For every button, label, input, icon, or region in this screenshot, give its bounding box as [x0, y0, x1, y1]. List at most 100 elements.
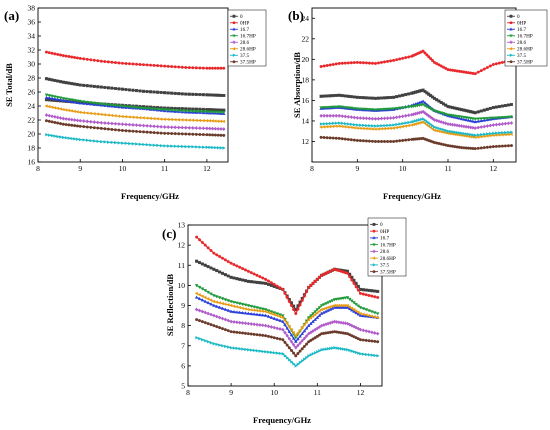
data-point [73, 82, 77, 86]
data-point [340, 121, 345, 126]
data-point [343, 321, 347, 326]
data-point [45, 132, 49, 137]
series-28.6 [44, 113, 226, 132]
data-point [78, 56, 82, 60]
data-point [288, 358, 292, 362]
data-point [229, 330, 233, 334]
data-point [123, 114, 128, 119]
data-point [229, 303, 233, 308]
data-point [291, 336, 296, 340]
data-point [412, 119, 416, 124]
data-point [53, 134, 57, 138]
y-axis-label: SE Reflection/dB [165, 274, 175, 336]
data-point [220, 327, 224, 331]
data-point [476, 70, 480, 74]
legend-box [367, 217, 407, 277]
data-point [455, 123, 459, 128]
y-tick-label: 5 [181, 382, 185, 391]
data-point [403, 106, 408, 110]
y-tick-label: 9 [181, 301, 185, 310]
data-point [319, 94, 323, 98]
data-point [218, 326, 222, 330]
data-point [364, 107, 369, 112]
data-point [448, 122, 452, 127]
data-point [313, 312, 317, 317]
data-point [298, 303, 302, 307]
y-tick-label: 20 [302, 55, 310, 64]
data-point [113, 128, 117, 132]
data-point [208, 66, 212, 70]
data-point [260, 307, 265, 311]
data-point [67, 123, 71, 127]
data-point [67, 98, 71, 102]
data-point [307, 340, 311, 344]
data-point [467, 132, 471, 137]
data-point [325, 136, 329, 140]
data-point [354, 350, 359, 355]
data-point [341, 305, 345, 309]
y-tick-label: 32 [28, 46, 36, 55]
data-point [337, 113, 341, 118]
data-point [398, 139, 402, 143]
data-point [462, 117, 466, 121]
data-point [252, 272, 256, 276]
data-point [421, 99, 425, 103]
data-point [459, 115, 464, 119]
data-point [255, 280, 259, 284]
data-point [296, 343, 300, 348]
data-point [322, 347, 326, 352]
data-point [194, 307, 199, 312]
data-point [278, 314, 282, 319]
data-point [386, 123, 390, 128]
data-point [372, 315, 377, 319]
data-point [430, 127, 434, 131]
legend-marker [232, 60, 236, 64]
data-point [138, 115, 142, 120]
data-point [100, 139, 104, 144]
data-point [346, 106, 351, 110]
data-point [401, 56, 405, 60]
data-point [47, 94, 51, 98]
data-point [488, 106, 492, 110]
series-37.5 [195, 335, 380, 368]
data-point [246, 311, 251, 315]
data-point [281, 327, 285, 332]
data-point [226, 274, 230, 278]
y-tick-label: 36 [28, 18, 36, 27]
data-point [486, 132, 490, 136]
data-point [376, 331, 380, 336]
data-point [300, 298, 304, 302]
data-point [503, 115, 508, 120]
data-point [205, 133, 209, 137]
data-point [148, 124, 153, 129]
data-point [285, 295, 289, 299]
data-point [82, 83, 86, 87]
data-point [298, 341, 302, 346]
data-point [414, 119, 418, 123]
data-point [216, 110, 220, 115]
data-point [355, 60, 359, 64]
data-point [232, 263, 236, 267]
data-point [364, 116, 369, 121]
data-point [328, 105, 332, 110]
data-point [203, 310, 207, 315]
data-point [206, 246, 210, 250]
data-point [317, 275, 321, 279]
data-point [339, 347, 344, 351]
data-point [386, 96, 390, 100]
data-point [213, 119, 217, 123]
data-point [379, 127, 383, 131]
data-point [145, 63, 149, 67]
data-point [326, 347, 331, 351]
data-point [319, 65, 323, 69]
data-point [131, 142, 135, 146]
data-point [194, 118, 198, 123]
data-point [200, 294, 204, 298]
data-point [362, 352, 366, 356]
data-point [324, 302, 328, 306]
data-point [435, 62, 439, 66]
data-point [206, 300, 210, 305]
data-point [317, 309, 321, 313]
data-point [344, 347, 348, 352]
data-point [506, 121, 511, 126]
